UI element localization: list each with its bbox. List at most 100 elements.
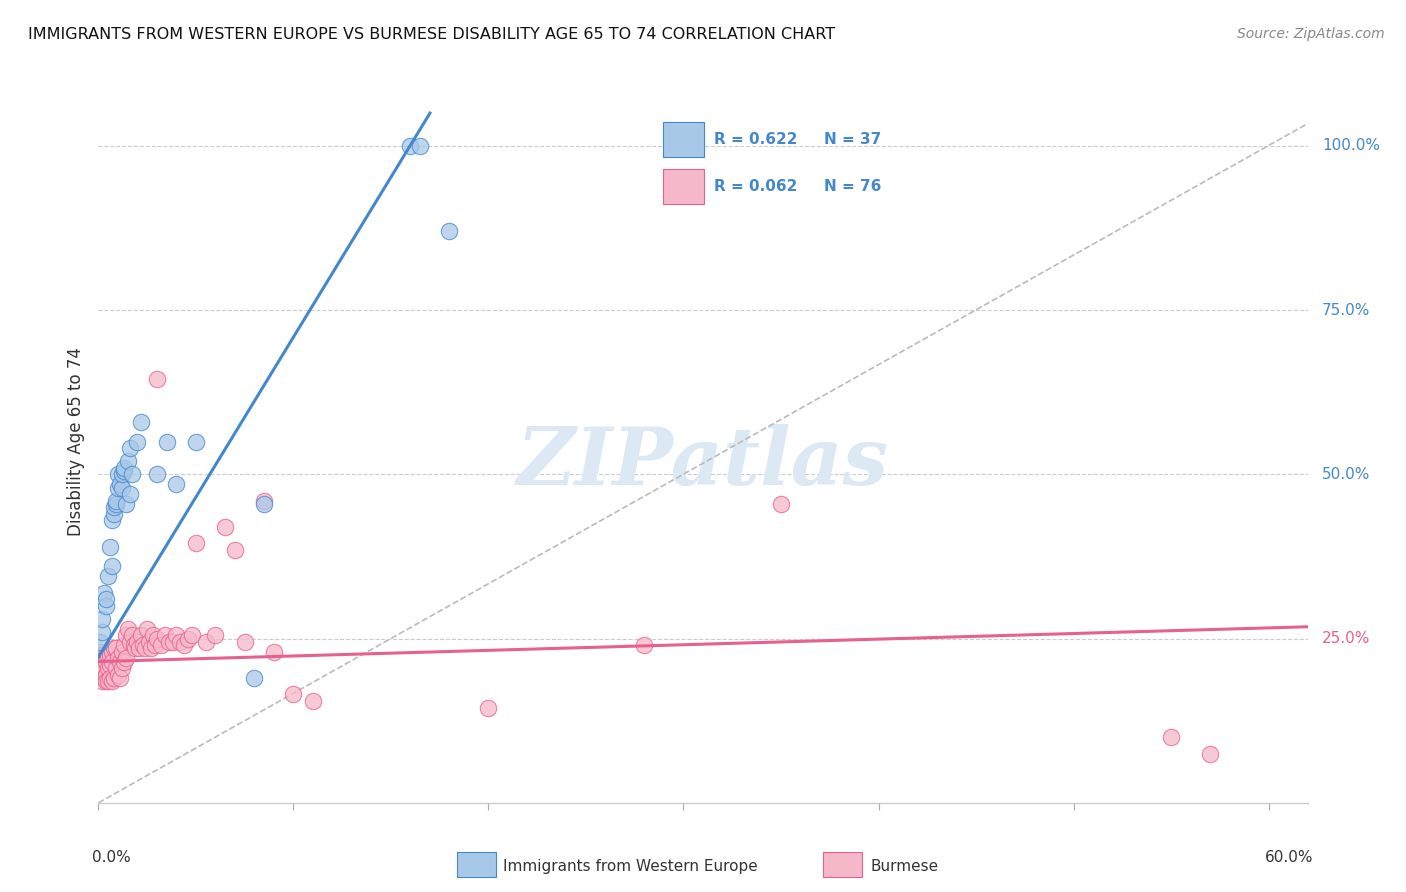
Point xyxy=(131,415,153,429)
Point xyxy=(769,497,792,511)
Point xyxy=(1199,747,1222,761)
Point xyxy=(156,434,179,449)
Point xyxy=(101,513,124,527)
Point xyxy=(127,635,149,649)
Point xyxy=(91,674,114,689)
Text: Immigrants from Western Europe: Immigrants from Western Europe xyxy=(503,859,758,873)
Point xyxy=(132,638,155,652)
Text: IMMIGRANTS FROM WESTERN EUROPE VS BURMESE DISABILITY AGE 65 TO 74 CORRELATION CH: IMMIGRANTS FROM WESTERN EUROPE VS BURMES… xyxy=(28,27,835,42)
Point xyxy=(89,645,111,659)
Point xyxy=(91,612,114,626)
Point xyxy=(112,464,135,478)
Point xyxy=(243,671,266,685)
Point xyxy=(121,467,143,482)
Point xyxy=(104,497,127,511)
Text: 0.0%: 0.0% xyxy=(93,850,131,864)
Point xyxy=(117,622,139,636)
Point xyxy=(439,224,461,238)
Point xyxy=(111,467,134,482)
FancyBboxPatch shape xyxy=(662,169,704,204)
Point xyxy=(302,694,325,708)
Point xyxy=(1160,730,1182,744)
Point xyxy=(89,655,111,669)
Point xyxy=(263,645,285,659)
Point xyxy=(108,655,131,669)
Point xyxy=(114,628,136,642)
Point xyxy=(224,542,246,557)
Point xyxy=(409,139,432,153)
Point xyxy=(96,592,118,607)
Point xyxy=(107,481,129,495)
Point xyxy=(104,641,127,656)
Point xyxy=(89,661,111,675)
Point xyxy=(131,628,153,642)
Point xyxy=(96,655,118,669)
Point xyxy=(108,477,131,491)
Point xyxy=(184,434,207,449)
Text: ZIPatlas: ZIPatlas xyxy=(517,425,889,502)
Point xyxy=(98,540,121,554)
Point xyxy=(104,493,127,508)
Point xyxy=(103,507,125,521)
Point xyxy=(181,628,204,642)
Point xyxy=(96,667,118,681)
Text: Burmese: Burmese xyxy=(870,859,938,873)
Point xyxy=(98,648,121,662)
Point xyxy=(114,497,136,511)
Point xyxy=(121,628,143,642)
Point xyxy=(101,674,124,689)
Point xyxy=(108,671,131,685)
Point xyxy=(127,434,149,449)
Point xyxy=(107,467,129,482)
Point xyxy=(111,481,134,495)
Point xyxy=(101,645,124,659)
Point xyxy=(169,635,191,649)
Point xyxy=(103,671,125,685)
Point xyxy=(107,651,129,665)
Point xyxy=(253,493,276,508)
Point xyxy=(124,641,146,656)
Point xyxy=(146,467,169,482)
Point xyxy=(114,651,136,665)
Point xyxy=(89,635,111,649)
Point xyxy=(97,674,120,689)
Point xyxy=(399,139,422,153)
Text: 100.0%: 100.0% xyxy=(1322,138,1381,153)
Point xyxy=(101,655,124,669)
Point xyxy=(146,632,169,646)
Text: R = 0.622: R = 0.622 xyxy=(714,132,797,147)
Point xyxy=(112,638,135,652)
Point xyxy=(111,661,134,675)
Point xyxy=(91,625,114,640)
Point xyxy=(97,648,120,662)
Point xyxy=(194,635,217,649)
Point xyxy=(111,645,134,659)
Point xyxy=(142,628,165,642)
Point xyxy=(101,559,124,574)
Point xyxy=(146,372,169,386)
Point xyxy=(153,628,176,642)
Point xyxy=(93,651,115,665)
Point xyxy=(149,638,172,652)
Point xyxy=(103,641,125,656)
Point xyxy=(138,635,160,649)
Point xyxy=(97,661,120,675)
Point xyxy=(112,655,135,669)
Point xyxy=(477,700,499,714)
Point xyxy=(97,569,120,583)
Point xyxy=(165,477,187,491)
Point xyxy=(91,648,114,662)
Point xyxy=(633,638,655,652)
FancyBboxPatch shape xyxy=(662,122,704,157)
Text: 50.0%: 50.0% xyxy=(1322,467,1371,482)
Point xyxy=(253,497,276,511)
Text: N = 37: N = 37 xyxy=(824,132,882,147)
Point xyxy=(204,628,226,642)
Point xyxy=(98,657,121,672)
Point xyxy=(112,460,135,475)
Text: 25.0%: 25.0% xyxy=(1322,632,1371,646)
Text: 60.0%: 60.0% xyxy=(1265,850,1313,864)
Point xyxy=(96,674,118,689)
Point xyxy=(143,638,166,652)
Point xyxy=(136,622,159,636)
